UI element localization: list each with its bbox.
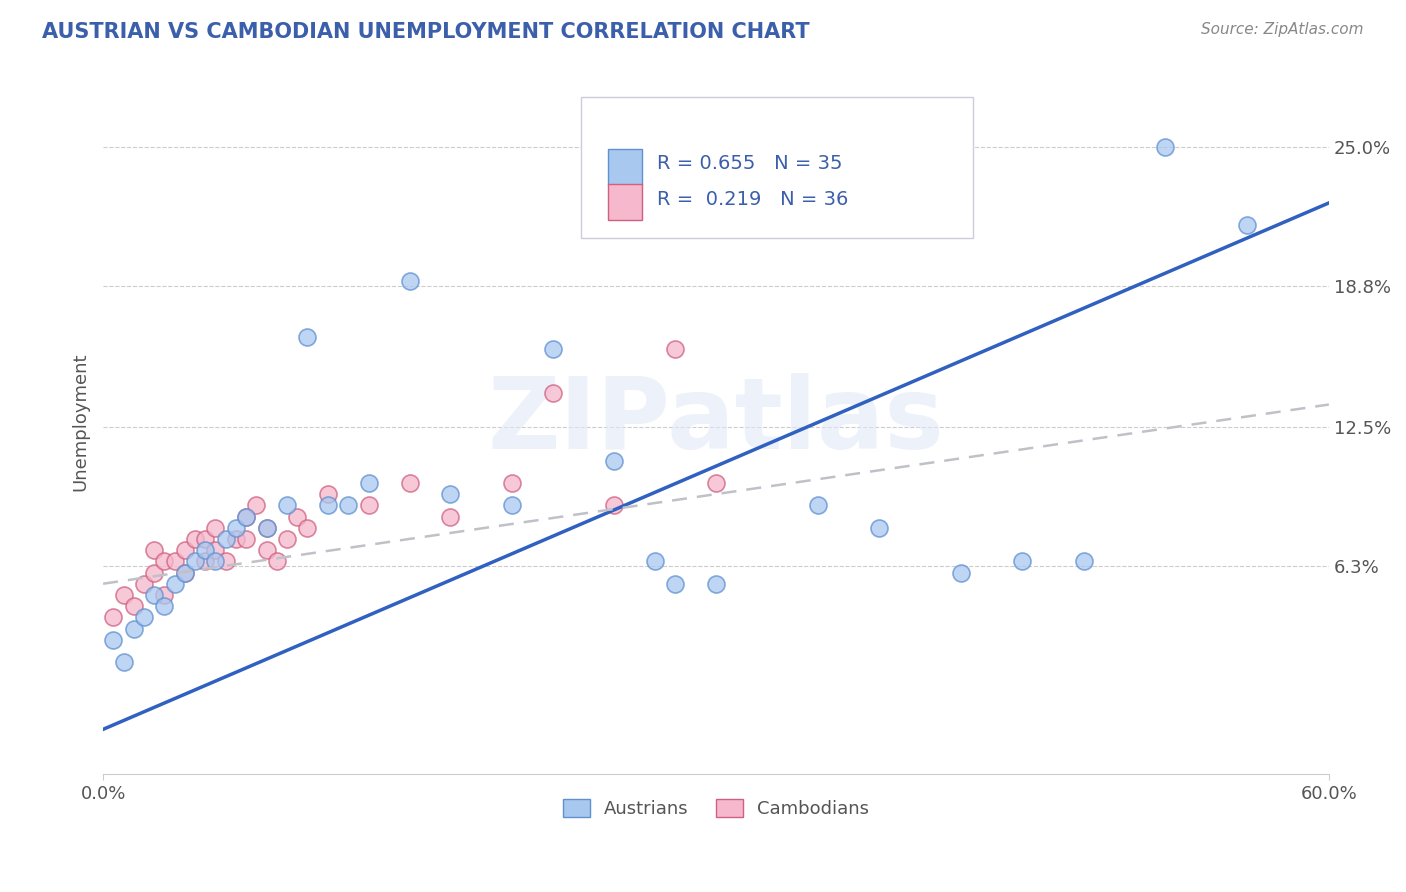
Point	[501, 475, 523, 490]
Point	[143, 543, 166, 558]
Point	[316, 499, 339, 513]
Point	[112, 588, 135, 602]
Point	[112, 655, 135, 669]
Point	[194, 554, 217, 568]
Point	[235, 509, 257, 524]
Point	[541, 386, 564, 401]
Point	[122, 622, 145, 636]
Point	[297, 330, 319, 344]
Point	[143, 588, 166, 602]
Point	[704, 475, 727, 490]
Point	[194, 532, 217, 546]
Point	[603, 453, 626, 467]
Point	[439, 509, 461, 524]
Point	[103, 632, 125, 647]
Point	[132, 610, 155, 624]
Point	[398, 274, 420, 288]
Point	[316, 487, 339, 501]
Point	[163, 576, 186, 591]
Point	[173, 566, 195, 580]
Point	[1011, 554, 1033, 568]
Point	[153, 588, 176, 602]
Point	[204, 554, 226, 568]
Point	[1236, 219, 1258, 233]
Point	[225, 521, 247, 535]
FancyBboxPatch shape	[581, 96, 973, 238]
Point	[439, 487, 461, 501]
Point	[868, 521, 890, 535]
FancyBboxPatch shape	[609, 185, 643, 220]
Point	[276, 532, 298, 546]
FancyBboxPatch shape	[609, 149, 643, 185]
Point	[184, 532, 207, 546]
Text: ZIPatlas: ZIPatlas	[488, 373, 945, 470]
Point	[266, 554, 288, 568]
Point	[235, 532, 257, 546]
Text: R =  0.219   N = 36: R = 0.219 N = 36	[657, 190, 849, 209]
Point	[153, 554, 176, 568]
Point	[153, 599, 176, 614]
Point	[103, 610, 125, 624]
Text: AUSTRIAN VS CAMBODIAN UNEMPLOYMENT CORRELATION CHART: AUSTRIAN VS CAMBODIAN UNEMPLOYMENT CORRE…	[42, 22, 810, 42]
Point	[276, 499, 298, 513]
Point	[256, 521, 278, 535]
Text: Source: ZipAtlas.com: Source: ZipAtlas.com	[1201, 22, 1364, 37]
Point	[163, 554, 186, 568]
Point	[215, 532, 238, 546]
Point	[541, 342, 564, 356]
Point	[256, 521, 278, 535]
Point	[132, 576, 155, 591]
Point	[337, 499, 360, 513]
Point	[285, 509, 308, 524]
Point	[664, 576, 686, 591]
Point	[194, 543, 217, 558]
Point	[501, 499, 523, 513]
Point	[297, 521, 319, 535]
Point	[122, 599, 145, 614]
Point	[603, 499, 626, 513]
Point	[143, 566, 166, 580]
Point	[215, 554, 238, 568]
Point	[204, 543, 226, 558]
Point	[173, 566, 195, 580]
Point	[644, 554, 666, 568]
Point	[1073, 554, 1095, 568]
Point	[398, 475, 420, 490]
Point	[225, 532, 247, 546]
Point	[245, 499, 267, 513]
Point	[664, 342, 686, 356]
Point	[807, 499, 830, 513]
Point	[256, 543, 278, 558]
Point	[1154, 140, 1177, 154]
Point	[950, 566, 973, 580]
Point	[357, 499, 380, 513]
Point	[704, 576, 727, 591]
Point	[173, 543, 195, 558]
Point	[357, 475, 380, 490]
Point	[204, 521, 226, 535]
Text: R = 0.655   N = 35: R = 0.655 N = 35	[657, 154, 842, 173]
Y-axis label: Unemployment: Unemployment	[72, 352, 89, 491]
Point	[184, 554, 207, 568]
Point	[235, 509, 257, 524]
Legend: Austrians, Cambodians: Austrians, Cambodians	[555, 791, 876, 825]
